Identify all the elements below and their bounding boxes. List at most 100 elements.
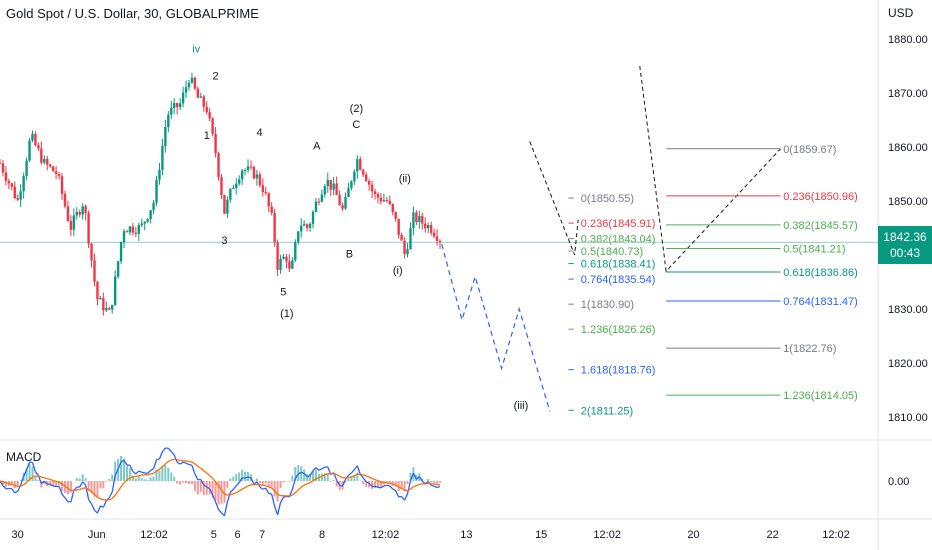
candle-body — [261, 185, 265, 193]
candle-body — [246, 166, 250, 170]
macd-histogram-bar — [291, 475, 294, 481]
signal-line-segment — [85, 487, 89, 491]
candle-body — [347, 188, 350, 198]
candle-body — [350, 181, 353, 189]
macd-histogram-bar — [214, 481, 217, 501]
macd-line-segment — [185, 462, 190, 466]
candle-body — [418, 215, 421, 223]
last-price-tag: 1842.36 00:43 — [878, 226, 932, 264]
candle-body — [249, 166, 253, 168]
macd-line-segment — [120, 459, 125, 463]
signal-line-segment — [389, 482, 393, 485]
macd-line-segment — [132, 470, 137, 475]
macd-histogram-bar — [394, 481, 397, 487]
candle-body — [13, 186, 16, 199]
signal-line-segment — [339, 475, 343, 479]
fib-right-label: 0.764(1831.47) — [783, 296, 858, 308]
signal-line-segment — [32, 475, 36, 478]
x-tick-label: Jun — [88, 529, 106, 541]
signal-line-segment — [14, 485, 18, 488]
candle-body — [149, 210, 152, 219]
macd-line-segment — [303, 473, 308, 478]
macd-line-segment — [291, 478, 296, 490]
signal-line-segment — [404, 489, 408, 492]
candle-body — [40, 148, 43, 163]
macd-histogram-bar — [19, 479, 22, 481]
candle-body — [164, 127, 167, 146]
macd-histogram-bar — [149, 477, 152, 481]
candle-body — [226, 199, 229, 214]
signal-line-segment — [147, 473, 151, 476]
signal-line-segment — [47, 478, 51, 481]
candle-body — [232, 187, 235, 189]
macd-line-segment — [244, 476, 249, 479]
macd-histogram-bar — [362, 481, 365, 485]
macd-line-segment — [377, 486, 382, 489]
macd-histogram-bar — [312, 470, 315, 481]
macd-histogram-bar — [134, 478, 137, 481]
x-tick-label: 12:02 — [593, 529, 621, 541]
macd-histogram-bar — [90, 481, 93, 494]
signal-line-segment — [297, 486, 302, 491]
macd-histogram-bar — [84, 478, 87, 481]
signal-line-segment — [2, 481, 7, 484]
signal-line-segment — [324, 473, 329, 476]
candle-body — [379, 197, 383, 202]
candle-body — [338, 194, 341, 206]
macd-histogram-bar — [105, 481, 108, 482]
candle-body — [385, 200, 389, 202]
macd-histogram-bar — [143, 479, 146, 481]
signal-line-segment — [177, 459, 181, 462]
wave-label: 3 — [221, 235, 227, 247]
last-price-value: 1842.36 — [883, 230, 927, 244]
candle-body — [105, 307, 108, 311]
candle-body — [46, 158, 49, 165]
candle-body — [31, 133, 34, 141]
macd-histogram-bar — [365, 481, 368, 487]
macd-histogram-bar — [223, 481, 226, 503]
signal-line-segment — [244, 485, 249, 489]
candle-body — [217, 153, 220, 178]
macd-histogram-bar — [208, 481, 211, 495]
candle-body — [161, 145, 164, 170]
signal-line-segment — [168, 459, 172, 463]
signal-line-segment — [150, 472, 154, 475]
macd-line-segment — [176, 461, 181, 465]
signal-line-segment — [117, 486, 122, 492]
candle-body — [208, 112, 211, 119]
candle-body — [267, 193, 270, 207]
candle-body — [344, 197, 347, 209]
signal-line-segment — [348, 476, 352, 479]
candle-body — [34, 133, 37, 146]
macd-line-segment — [179, 461, 184, 465]
macd-line-segment — [79, 481, 84, 488]
macd-histogram-bar — [350, 477, 353, 481]
macd-histogram-bar — [264, 481, 267, 484]
signal-line-segment — [365, 475, 370, 478]
macd-histogram-bar — [276, 481, 279, 502]
candle-body — [113, 276, 117, 305]
macd-histogram-bar — [347, 478, 350, 481]
candle-body — [181, 92, 185, 104]
macd-line-segment — [401, 496, 406, 501]
macd-histogram-bar — [4, 481, 7, 488]
signal-line-segment — [111, 494, 116, 499]
macd-line-segment — [235, 482, 240, 487]
candle-body — [326, 180, 329, 187]
candle-body — [60, 176, 64, 194]
signal-line-segment — [318, 475, 323, 479]
signal-line-segment — [38, 475, 42, 478]
signal-line-segment — [401, 487, 405, 491]
macd-histogram-bar — [58, 481, 61, 486]
fib-left-label: 0.764(1835.54) — [581, 274, 656, 286]
signal-line-segment — [289, 494, 293, 497]
macd-histogram-bar — [199, 481, 202, 493]
macd-line-segment — [191, 465, 196, 475]
macd-line-segment — [14, 490, 19, 494]
candle-body — [146, 218, 149, 222]
signal-line-segment — [209, 475, 214, 479]
macd-histogram-bar — [37, 480, 40, 481]
macd-histogram-bar — [202, 481, 205, 496]
macd-histogram-bar — [25, 468, 28, 481]
